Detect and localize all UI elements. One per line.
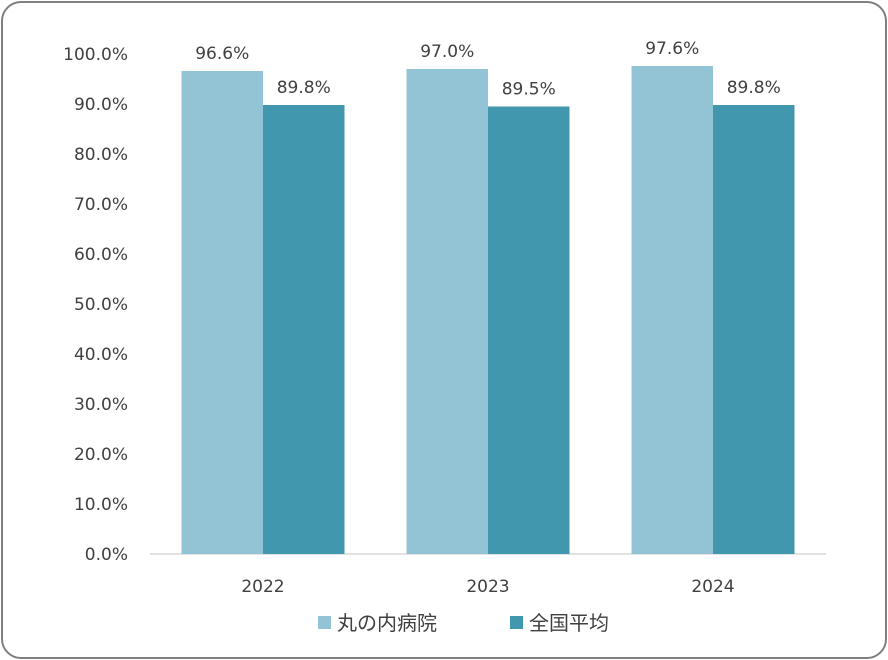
y-tick-label: 0.0% <box>85 545 128 565</box>
data-label: 97.0% <box>420 42 474 62</box>
legend-label: 全国平均 <box>529 611 609 635</box>
bar-marunouchi-2023 <box>406 69 488 554</box>
bar-national-2022 <box>263 105 345 554</box>
y-tick-label: 30.0% <box>74 395 128 415</box>
bar-national-2023 <box>488 106 570 554</box>
bar-national-2024 <box>713 105 795 554</box>
bar-marunouchi-2022 <box>181 71 263 554</box>
x-tick-label: 2023 <box>466 577 509 597</box>
data-label: 89.5% <box>502 80 556 100</box>
y-tick-label: 50.0% <box>74 295 128 315</box>
y-tick-label: 90.0% <box>74 95 128 115</box>
y-tick-label: 10.0% <box>74 495 128 515</box>
legend-swatch <box>510 616 523 629</box>
y-tick-label: 100.0% <box>63 45 128 65</box>
y-tick-label: 60.0% <box>74 245 128 265</box>
x-tick-label: 2022 <box>241 577 284 597</box>
x-tick-label: 2024 <box>691 577 734 597</box>
y-tick-label: 20.0% <box>74 445 128 465</box>
data-label: 97.6% <box>645 39 699 59</box>
legend-label: 丸の内病院 <box>337 611 437 635</box>
bar-marunouchi-2024 <box>631 66 713 554</box>
data-label: 89.8% <box>277 78 331 98</box>
y-tick-label: 70.0% <box>74 195 128 215</box>
data-label: 96.6% <box>195 44 249 64</box>
data-label: 89.8% <box>727 78 781 98</box>
y-tick-label: 40.0% <box>74 345 128 365</box>
y-tick-label: 80.0% <box>74 145 128 165</box>
legend-swatch <box>318 616 331 629</box>
